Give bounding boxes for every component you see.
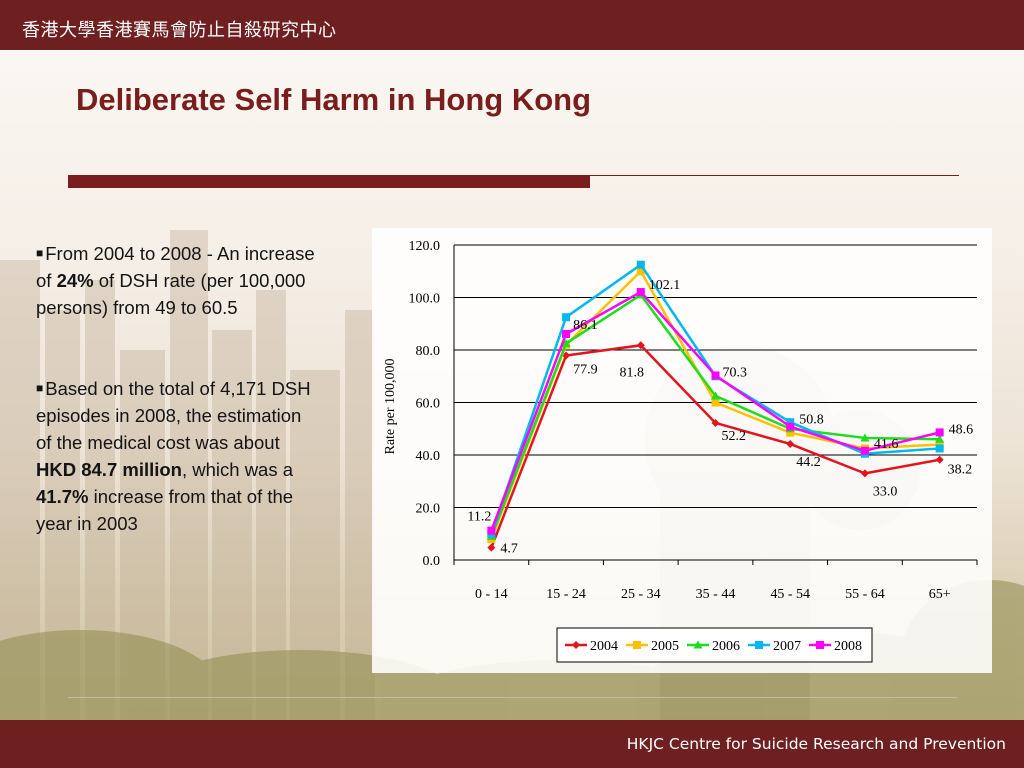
data-point-2004 (636, 341, 645, 350)
data-point-2004 (786, 439, 795, 448)
x-tick-label: 45 - 54 (770, 587, 810, 602)
data-point-2006 (935, 434, 945, 443)
data-label: 86.1 (573, 318, 598, 333)
title-divider-thick (68, 176, 590, 188)
footer-divider (68, 697, 958, 698)
y-tick-label: 120.0 (409, 239, 441, 254)
y-tick-label: 80.0 (416, 344, 441, 359)
dsh-rate-line-chart: 0.0 20.0 40.0 60.0 80.0 100.0 120.0 0 - 14 15 - … (383, 239, 978, 663)
legend-label: 2006 (712, 639, 740, 654)
bullet-square-icon: ■ (36, 246, 44, 260)
data-label: 44.2 (796, 455, 821, 470)
data-label: 4.7 (500, 542, 518, 557)
data-label: 70.3 (723, 365, 748, 380)
legend-label: 2008 (834, 639, 862, 654)
x-tick-label: 25 - 34 (621, 587, 661, 602)
data-label: 11.2 (467, 510, 491, 525)
bullet-item: ■ From 2004 to 2008 - An increase of 24% … (36, 240, 318, 321)
data-point-2005 (636, 267, 645, 276)
y-axis-label: Rate per 100,000 (383, 358, 398, 454)
data-point-2005 (786, 428, 795, 437)
legend-marker-2005 (633, 641, 641, 649)
data-point-2006 (711, 391, 720, 400)
data-point-2008 (636, 287, 645, 296)
chart-panel: 0.0 20.0 40.0 60.0 80.0 100.0 120.0 0 - 14 15 - … (372, 228, 992, 673)
bullet-text-bold: HKD 84.7 million (36, 459, 182, 480)
data-label: 38.2 (948, 463, 973, 478)
data-point-2007 (935, 444, 944, 453)
data-point-2008 (935, 428, 944, 437)
data-point-2007 (786, 418, 795, 427)
legend-marker-2004 (572, 641, 580, 649)
y-tick-label: 100.0 (409, 292, 441, 307)
data-point-2008 (487, 526, 496, 535)
data-label: 41.6 (874, 437, 899, 452)
data-point-2006 (561, 338, 571, 347)
legend-marker-2007 (755, 641, 763, 649)
y-tick-label: 20.0 (416, 502, 441, 517)
centre-name: HKJC Centre for Suicide Research and Pre… (626, 735, 1006, 753)
data-label: 33.0 (873, 484, 898, 499)
data-point-2007 (562, 313, 571, 322)
data-point-2008 (562, 329, 571, 338)
bullet-text: , which was a (181, 459, 294, 480)
y-tick-label: 60.0 (416, 397, 441, 412)
x-tick-label: 55 - 64 (845, 587, 885, 602)
data-point-2007 (636, 260, 645, 269)
legend-label: 2007 (773, 639, 801, 654)
data-label: 102.1 (649, 278, 681, 293)
bullet-text: Based on the total of 4,171 DSH episodes… (36, 378, 311, 453)
data-point-2004 (487, 543, 496, 552)
legend-label: 2004 (590, 639, 618, 654)
data-point-2005 (711, 398, 720, 407)
x-tick-label: 0 - 14 (475, 587, 508, 602)
title-divider-thin (68, 175, 959, 176)
data-label: 52.2 (722, 429, 747, 444)
y-tick-label: 0.0 (423, 554, 441, 569)
header-bar: 香港大學香港賽馬會防止自殺研究中心 (0, 0, 1024, 50)
institution-name: 香港大學香港賽馬會防止自殺研究中心 (22, 20, 337, 41)
y-tick-label: 40.0 (416, 449, 441, 464)
x-tick-label: 15 - 24 (546, 587, 586, 602)
data-point-2008 (786, 422, 795, 431)
data-point-2008 (860, 446, 869, 455)
legend-marker-2008 (816, 641, 824, 649)
data-point-2008 (711, 371, 720, 380)
x-tick-label: 35 - 44 (696, 587, 736, 602)
series-line-2006 (490, 293, 940, 537)
bullet-list: ■ From 2004 to 2008 - An increase of 24% … (36, 240, 318, 537)
bullet-text-bold: 41.7% (36, 486, 89, 507)
footer-bar: HKJC Centre for Suicide Research and Pre… (0, 720, 1024, 768)
bullet-text: From 2004 to 2008 - An increase of (36, 243, 315, 291)
data-point-2004 (860, 469, 869, 478)
bullet-text: of DSH rate (per 100,000 persons) from 4… (36, 270, 306, 318)
legend-marker-2006 (693, 640, 703, 649)
data-label: 77.9 (573, 363, 598, 378)
data-point-2004 (562, 351, 571, 360)
bullet-square-icon: ■ (36, 381, 44, 395)
slide-title: Deliberate Self Harm in Hong Kong (76, 82, 592, 117)
data-label: 50.8 (799, 413, 824, 428)
legend-label: 2005 (651, 639, 679, 654)
bullet-text-bold: 24% (56, 270, 94, 291)
data-label: 81.8 (620, 365, 645, 380)
bullet-item: ■ Based on the total of 4,171 DSH episode… (36, 375, 318, 537)
x-tick-label: 65+ (929, 587, 951, 602)
data-point-2004 (935, 455, 944, 464)
bullet-text: increase from that of the year in 2003 (36, 486, 294, 534)
data-point-2006 (860, 433, 870, 442)
data-point-2004 (711, 418, 720, 427)
data-label: 48.6 (949, 422, 974, 437)
